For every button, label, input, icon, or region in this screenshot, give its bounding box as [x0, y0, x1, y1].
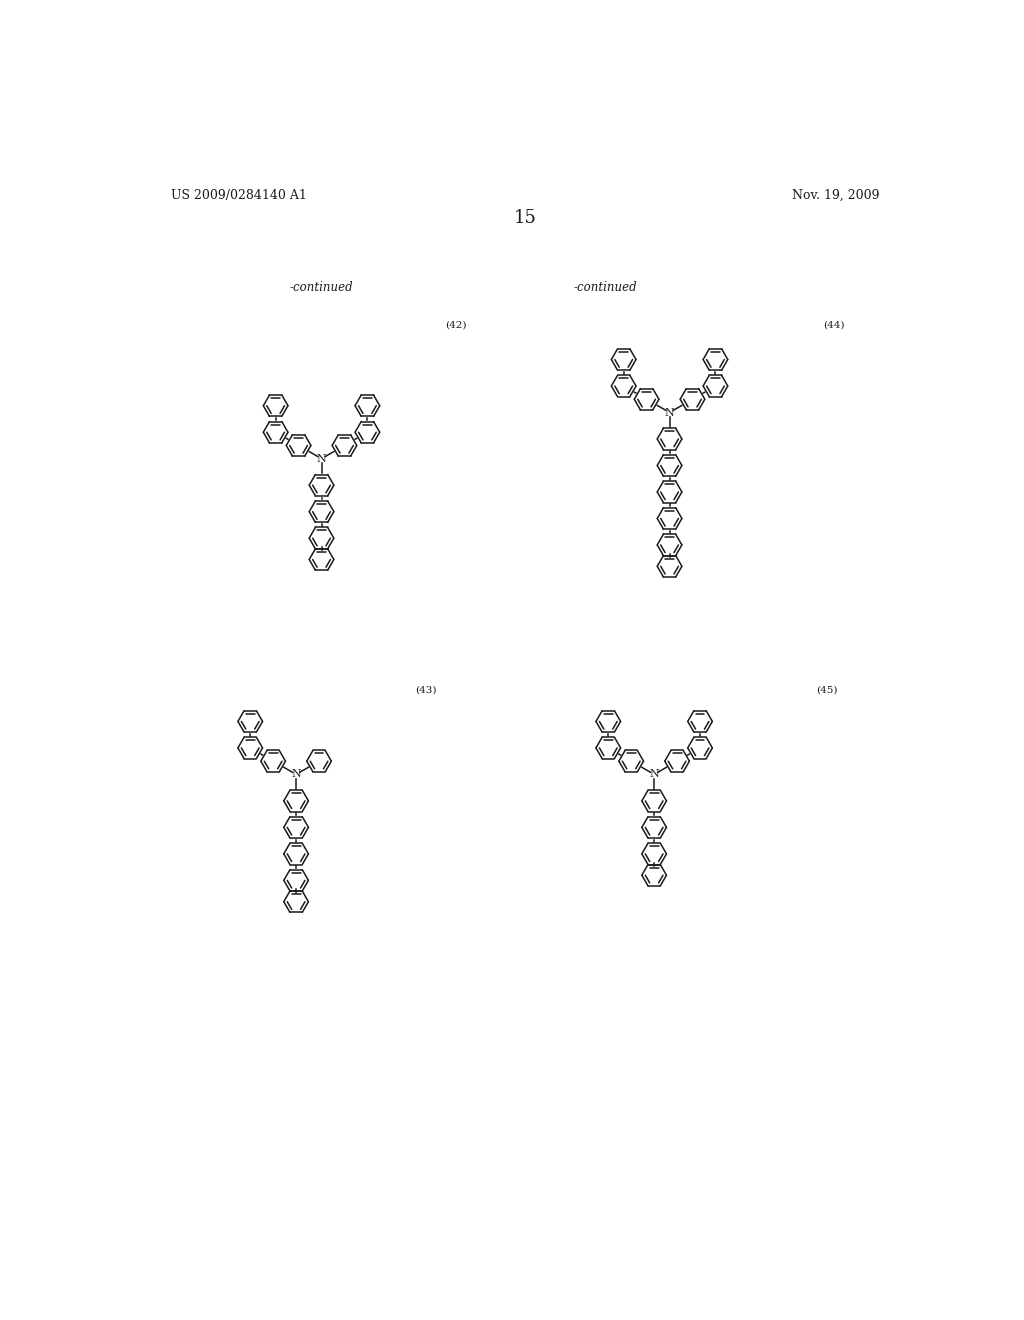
Text: Nov. 19, 2009: Nov. 19, 2009	[792, 189, 879, 202]
Text: (44): (44)	[823, 321, 845, 329]
Text: N: N	[649, 770, 659, 779]
Text: (45): (45)	[816, 686, 838, 694]
Text: -continued: -continued	[573, 281, 637, 294]
Text: 15: 15	[513, 210, 537, 227]
Text: -continued: -continued	[290, 281, 353, 294]
Text: (42): (42)	[444, 321, 466, 329]
Text: N: N	[316, 454, 327, 463]
Text: US 2009/0284140 A1: US 2009/0284140 A1	[171, 189, 306, 202]
Text: N: N	[665, 408, 675, 417]
Text: N: N	[291, 770, 301, 779]
Text: (43): (43)	[416, 686, 437, 694]
